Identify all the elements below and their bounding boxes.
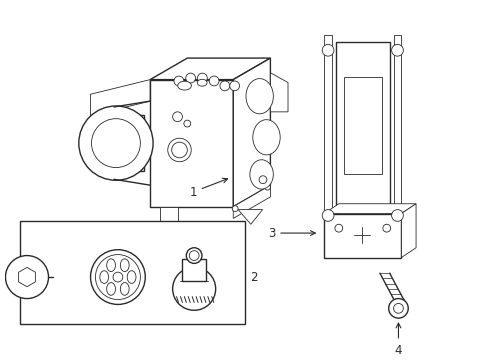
Ellipse shape (245, 78, 273, 114)
Circle shape (322, 44, 333, 56)
Polygon shape (233, 58, 270, 207)
Circle shape (391, 44, 403, 56)
Ellipse shape (249, 160, 273, 189)
Circle shape (91, 119, 140, 167)
Circle shape (79, 106, 153, 180)
Circle shape (95, 255, 140, 300)
Ellipse shape (197, 79, 206, 86)
Polygon shape (270, 73, 287, 112)
Circle shape (388, 298, 407, 318)
Circle shape (171, 142, 187, 158)
Circle shape (186, 248, 202, 264)
Polygon shape (19, 267, 35, 287)
Text: 2: 2 (249, 271, 257, 284)
Ellipse shape (99, 110, 117, 176)
Circle shape (322, 210, 333, 221)
Ellipse shape (106, 259, 115, 271)
Ellipse shape (106, 283, 115, 295)
Polygon shape (12, 260, 42, 294)
Polygon shape (160, 207, 177, 224)
Circle shape (259, 176, 266, 184)
Polygon shape (233, 185, 270, 219)
Circle shape (174, 76, 183, 86)
Circle shape (183, 120, 190, 127)
Circle shape (167, 138, 191, 162)
Polygon shape (106, 115, 143, 171)
Circle shape (90, 250, 145, 305)
Circle shape (264, 184, 270, 190)
Circle shape (391, 210, 403, 221)
Polygon shape (150, 58, 270, 80)
Circle shape (232, 206, 238, 212)
Circle shape (197, 73, 207, 83)
Polygon shape (335, 42, 389, 223)
Circle shape (172, 267, 215, 310)
Circle shape (185, 73, 195, 83)
Circle shape (113, 272, 122, 282)
Polygon shape (401, 204, 415, 257)
Polygon shape (324, 204, 415, 213)
Polygon shape (393, 35, 401, 231)
Polygon shape (182, 260, 205, 281)
Polygon shape (343, 77, 381, 174)
Polygon shape (324, 35, 331, 231)
Ellipse shape (100, 271, 108, 283)
Ellipse shape (120, 283, 129, 295)
Text: 1: 1 (189, 178, 227, 198)
Text: 3: 3 (267, 226, 315, 239)
Circle shape (172, 112, 182, 122)
Circle shape (393, 303, 403, 313)
Polygon shape (238, 210, 262, 224)
Circle shape (189, 251, 199, 260)
Polygon shape (20, 221, 244, 324)
Ellipse shape (252, 120, 280, 155)
Circle shape (220, 81, 229, 91)
Circle shape (5, 256, 48, 298)
Polygon shape (90, 80, 150, 116)
Polygon shape (150, 80, 233, 207)
Circle shape (209, 76, 219, 86)
Polygon shape (324, 213, 401, 257)
Ellipse shape (120, 259, 129, 271)
Circle shape (229, 81, 239, 91)
Circle shape (382, 224, 390, 232)
Ellipse shape (177, 81, 191, 90)
Text: 4: 4 (394, 323, 402, 356)
Circle shape (334, 224, 342, 232)
Ellipse shape (127, 271, 136, 283)
